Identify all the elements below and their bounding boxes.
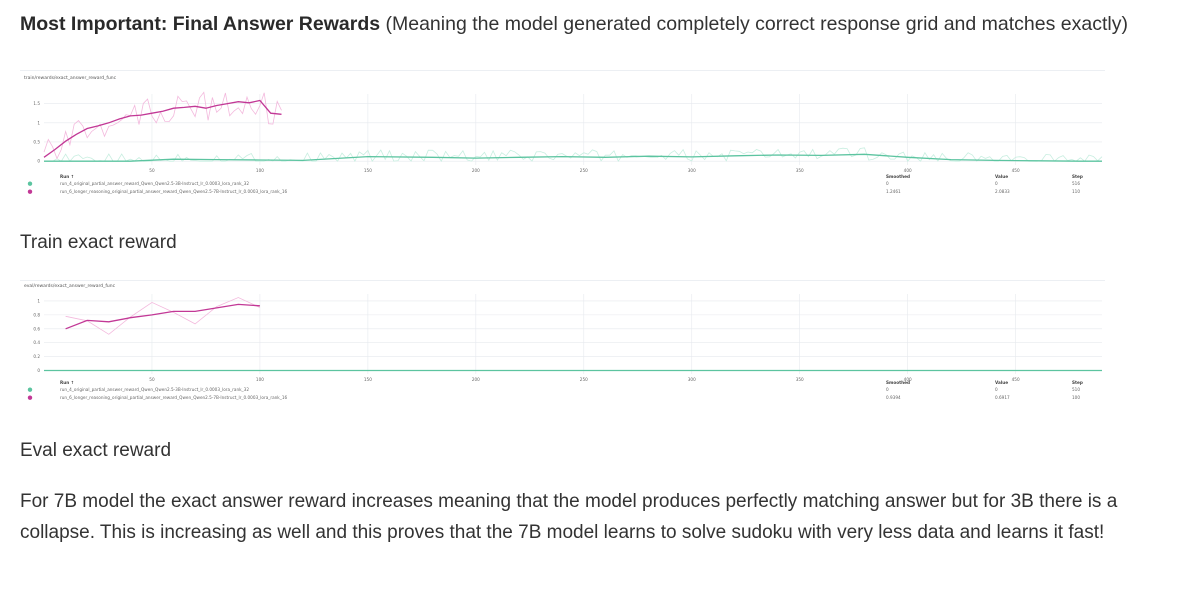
chart-title: eval/rewards/exact_answer_reward_func <box>24 283 116 289</box>
section-heading-rest: (Meaning the model generated completely … <box>380 13 1128 35</box>
x-tick-label: 300 <box>688 377 696 382</box>
chart-title: train/rewards/exact_answer_reward_func <box>24 75 117 81</box>
legend-swatch-1 <box>27 395 33 400</box>
eval-chart-panel: eval/rewards/exact_answer_reward_func 0 0.… <box>20 280 1105 424</box>
y-tick-label: 1 <box>37 120 40 125</box>
x-tick-label: 400 <box>904 168 912 173</box>
eval-chart: eval/rewards/exact_answer_reward_func 0 0.… <box>24 283 1102 400</box>
y-tick-label: 0 <box>37 159 40 164</box>
eval-caption: Eval exact reward <box>20 440 172 461</box>
legend-header-value: Value <box>995 380 1008 385</box>
legend-value: 0 <box>995 387 998 392</box>
legend-step: 110 <box>1072 189 1080 194</box>
legend-value: 0.6917 <box>995 395 1010 400</box>
y-tick-label: 1 <box>37 298 40 303</box>
y-tick-label: 1.5 <box>33 101 40 106</box>
x-tick-label: 150 <box>364 377 372 382</box>
y-tick-label: 0.8 <box>33 312 40 317</box>
y-tick-label: 0.6 <box>33 326 40 331</box>
legend-value: 2.0833 <box>995 189 1010 194</box>
x-tick-label: 50 <box>149 168 155 173</box>
legend-smoothed-value: 1.2461 <box>886 189 901 194</box>
legend-smoothed-value: 0.9394 <box>886 395 901 400</box>
series-raw-line-1 <box>65 297 261 335</box>
legend-header-run: Run ↑ <box>60 380 74 385</box>
legend-swatch-1 <box>27 189 33 194</box>
series-line-1 <box>43 99 282 158</box>
legend-run-name: run_6_longer_reasoning_original_partial_… <box>60 189 287 194</box>
y-tick-label: 0.5 <box>33 139 40 144</box>
x-tick-label: 200 <box>472 377 480 382</box>
train-caption: Train exact reward <box>20 232 177 253</box>
y-tick-label: 0.2 <box>33 354 40 359</box>
x-tick-label: 150 <box>364 168 372 173</box>
x-tick-label: 300 <box>688 168 696 173</box>
legend-run-name: run_4_original_partial_answer_reward_Qwe… <box>60 181 249 186</box>
x-tick-label: 100 <box>256 377 264 382</box>
conclusion-paragraph: For 7B model the exact answer reward inc… <box>20 491 1118 543</box>
series-line-0 <box>44 153 1102 162</box>
legend-header-value: Value <box>995 174 1008 179</box>
x-tick-label: 350 <box>796 168 804 173</box>
x-tick-label: 450 <box>1012 377 1020 382</box>
legend-smoothed-value: 0 <box>886 181 889 186</box>
legend-header-smoothed: Smoothed <box>886 380 910 385</box>
x-tick-label: 450 <box>1012 168 1020 173</box>
section-heading-bold: Most Important: Final Answer Rewards <box>20 13 381 35</box>
legend-header-smoothed: Smoothed <box>886 174 910 179</box>
x-tick-label: 100 <box>256 168 264 173</box>
legend-smoothed-value: 0 <box>886 387 889 392</box>
series-raw-line-1 <box>43 91 282 160</box>
x-tick-label: 250 <box>580 168 588 173</box>
x-tick-label: 50 <box>149 377 155 382</box>
legend-header-step: Step <box>1072 380 1083 385</box>
y-tick-label: 0 <box>37 368 40 373</box>
x-tick-label: 250 <box>580 377 588 382</box>
train-chart-panel: train/rewards/exact_answer_reward_func 0 0… <box>20 70 1105 217</box>
legend-run-name: run_6_longer_reasoning_original_partial_… <box>60 395 287 400</box>
section-heading: Most Important: Final Answer Rewards (Me… <box>20 10 1128 38</box>
legend-swatch-0 <box>27 387 33 392</box>
legend-step: 100 <box>1072 395 1080 400</box>
legend-swatch-0 <box>27 181 33 186</box>
train-chart: train/rewards/exact_answer_reward_func 0 0… <box>24 75 1103 194</box>
x-tick-label: 200 <box>472 168 480 173</box>
x-tick-label: 350 <box>796 377 804 382</box>
legend-run-name: run_4_original_partial_answer_reward_Qwe… <box>60 387 249 392</box>
legend-header-step: Step <box>1072 174 1083 179</box>
legend-step: 516 <box>1072 181 1080 186</box>
series-line-1 <box>65 303 260 330</box>
legend-header-run: Run ↑ <box>60 174 74 179</box>
legend-step: 510 <box>1072 387 1080 392</box>
x-tick-label: 400 <box>904 377 912 382</box>
series-raw-line-0 <box>44 147 1103 163</box>
legend-value: 0 <box>995 181 998 186</box>
y-tick-label: 0.4 <box>33 340 40 345</box>
